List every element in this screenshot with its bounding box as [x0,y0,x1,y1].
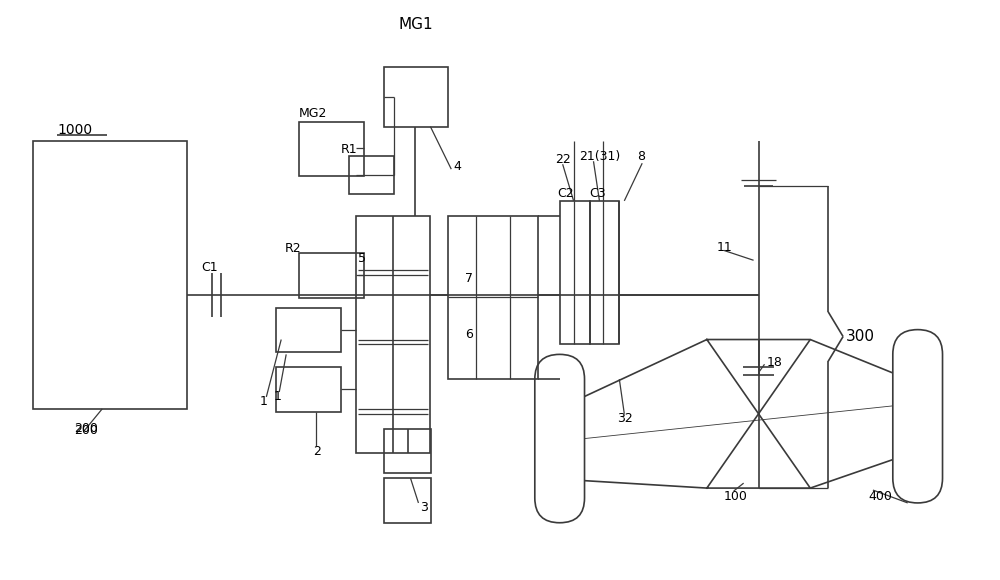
Bar [448,216,538,379]
Text: 6: 6 [465,328,473,341]
Bar [276,308,341,353]
Bar [560,201,590,345]
Text: C2: C2 [558,187,574,201]
Bar [384,478,431,523]
Text: 2: 2 [313,445,321,458]
Text: 11: 11 [717,241,733,254]
Text: 200: 200 [74,424,98,437]
Text: MG1: MG1 [398,17,433,32]
Text: 8: 8 [637,150,645,163]
Bar [590,201,619,345]
Text: 4: 4 [453,160,461,173]
Text: R1: R1 [341,143,358,156]
Text: 21(31): 21(31) [580,150,621,163]
Text: 400: 400 [868,490,892,502]
Text: 1: 1 [273,390,281,404]
Bar [33,142,187,409]
Text: C1: C1 [202,261,218,274]
Bar [349,156,394,194]
Text: C3: C3 [590,187,606,201]
Bar [384,67,448,126]
Bar [299,122,364,176]
Text: R2: R2 [285,242,302,255]
Bar [356,216,430,454]
Bar [384,429,431,473]
Text: 300: 300 [846,329,875,344]
Text: 5: 5 [358,252,366,265]
Text: 22: 22 [555,153,570,166]
Text: 1000: 1000 [57,122,93,136]
Text: 3: 3 [420,501,428,514]
Text: 32: 32 [617,412,633,425]
Text: 7: 7 [465,271,473,285]
Text: 200: 200 [74,422,98,435]
Bar [299,253,364,298]
Text: 18: 18 [767,356,782,369]
Bar [276,367,341,412]
Text: 1: 1 [259,396,267,408]
Text: 100: 100 [724,490,748,502]
Text: MG2: MG2 [299,107,327,120]
